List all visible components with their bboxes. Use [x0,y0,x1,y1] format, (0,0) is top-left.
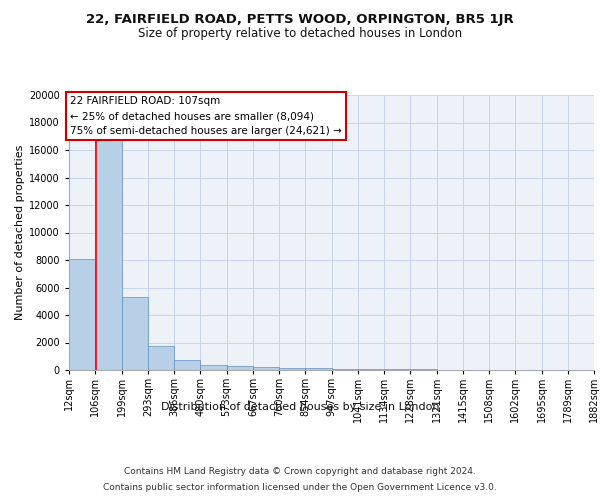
Bar [174,360,200,370]
Text: 22, FAIRFIELD ROAD, PETTS WOOD, ORPINGTON, BR5 1JR: 22, FAIRFIELD ROAD, PETTS WOOD, ORPINGTO… [86,12,514,26]
Bar [253,367,279,370]
Bar [305,368,331,370]
Bar [95,136,121,370]
Text: Contains public sector information licensed under the Open Government Licence v3: Contains public sector information licen… [103,482,497,492]
Bar [121,297,148,370]
Bar [279,368,305,370]
Bar [69,258,95,370]
Text: Distribution of detached houses by size in London: Distribution of detached houses by size … [161,402,439,412]
Bar [227,366,253,370]
Text: Size of property relative to detached houses in London: Size of property relative to detached ho… [138,28,462,40]
Text: Contains HM Land Registry data © Crown copyright and database right 2024.: Contains HM Land Registry data © Crown c… [124,468,476,476]
Bar [148,346,174,370]
Text: 22 FAIRFIELD ROAD: 107sqm
← 25% of detached houses are smaller (8,094)
75% of se: 22 FAIRFIELD ROAD: 107sqm ← 25% of detac… [70,96,342,136]
Bar [358,369,384,370]
Bar [331,369,358,370]
Bar [200,365,227,370]
Y-axis label: Number of detached properties: Number of detached properties [15,145,25,320]
